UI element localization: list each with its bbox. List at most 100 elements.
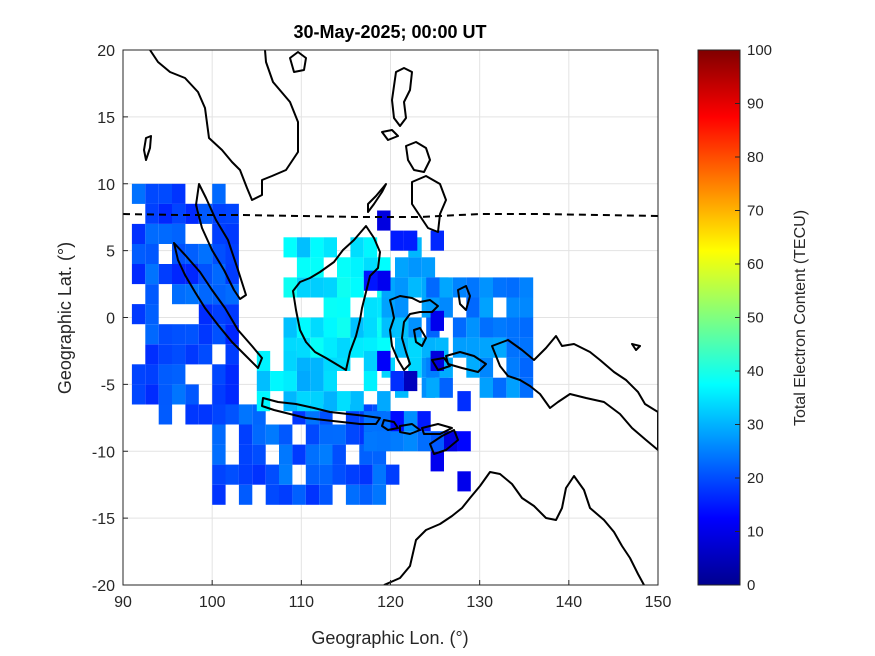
tec-cell	[131, 384, 146, 405]
tec-cell	[185, 203, 199, 224]
tec-cell	[519, 357, 534, 378]
colorbar-tick-label: 60	[747, 256, 764, 273]
tec-cell	[252, 464, 266, 485]
tec-cell	[145, 364, 159, 385]
tec-cell	[363, 270, 378, 291]
tec-cell	[408, 317, 422, 338]
tec-cell	[479, 317, 494, 338]
tec-cell	[172, 183, 186, 204]
tec-cell	[252, 444, 266, 465]
tec-cell	[452, 317, 467, 338]
tec-cell	[185, 344, 199, 365]
tec-cell	[225, 344, 239, 365]
tec-cell	[225, 304, 239, 325]
tec-cell	[212, 364, 226, 385]
tec-cell	[172, 284, 186, 305]
x-tick-label: 110	[289, 594, 315, 611]
tec-cell	[323, 317, 337, 338]
tec-cell	[145, 264, 159, 285]
tec-cell	[212, 264, 226, 285]
tec-cell	[305, 444, 320, 465]
tec-cell	[390, 230, 404, 251]
tec-cell	[359, 484, 373, 505]
x-tick-label: 140	[555, 594, 582, 611]
tec-cell	[395, 297, 409, 318]
tec-cell	[457, 471, 471, 492]
tec-cell	[283, 350, 297, 371]
tec-cell	[439, 277, 453, 298]
tec-cell	[265, 424, 280, 445]
tec-cell	[212, 284, 226, 305]
tec-cell	[185, 324, 199, 345]
tec-cell	[158, 223, 173, 244]
tec-cell	[310, 237, 324, 258]
tec-cell	[185, 384, 199, 405]
tec-cell	[506, 277, 520, 298]
tec-cell	[296, 257, 311, 278]
tec-cell	[493, 377, 507, 398]
tec-cell	[185, 243, 199, 264]
tec-cell	[131, 264, 146, 285]
tec-cell	[265, 484, 280, 505]
tec-cell	[212, 404, 226, 425]
x-axis-ticks: 90 100 110 120 130 140 150	[114, 580, 671, 611]
coastline-mindanao	[411, 175, 447, 233]
y-tick-label: 5	[106, 244, 115, 261]
tec-cell	[323, 371, 337, 392]
tec-cell	[296, 237, 311, 258]
tec-cell	[256, 371, 271, 392]
tec-cell	[283, 317, 297, 338]
colorbar-tick-label: 50	[747, 310, 764, 327]
tec-cell	[466, 337, 480, 358]
coastline-minor-islands-2	[631, 343, 641, 351]
tec-cell	[225, 364, 239, 385]
y-axis-ticks: 20 15 10 5 0 -5 -10 -15 -20	[92, 43, 128, 595]
tec-cell	[479, 337, 494, 358]
tec-cell	[345, 484, 360, 505]
tec-cell	[279, 424, 293, 445]
tec-cell	[337, 391, 351, 412]
tec-cell	[408, 257, 422, 278]
tec-cell	[337, 317, 351, 338]
tec-cell	[519, 297, 534, 318]
tec-cell	[310, 391, 324, 412]
magnetic-equator-line	[123, 213, 658, 218]
tec-cell	[305, 424, 320, 445]
tec-cell	[131, 223, 146, 244]
tec-cell	[417, 431, 431, 452]
tec-cell	[350, 257, 364, 278]
tec-cell	[377, 431, 391, 452]
coastline-flores	[421, 423, 453, 435]
tec-cell	[198, 304, 213, 325]
tec-cell	[452, 277, 467, 298]
coastline-java	[261, 397, 381, 425]
tec-cell	[390, 371, 404, 392]
tec-cell	[198, 344, 213, 365]
tec-cell	[319, 464, 333, 485]
tec-cell	[377, 391, 391, 412]
x-tick-label: 100	[199, 594, 226, 611]
tec-cell	[430, 350, 444, 371]
coastline-buru	[431, 357, 451, 371]
colorbar-tick-label: 10	[747, 524, 764, 541]
tec-cell	[332, 464, 346, 485]
tec-cell	[198, 264, 213, 285]
tec-cell	[332, 444, 346, 465]
tec-cell	[430, 451, 444, 472]
coastline-palawan	[367, 183, 387, 213]
tec-cell	[131, 304, 146, 325]
tec-cell	[185, 264, 199, 285]
tec-cell	[145, 324, 159, 345]
tec-cell	[212, 484, 226, 505]
tec-cell	[323, 337, 337, 358]
coastline-seram	[445, 351, 487, 373]
tec-cell	[198, 203, 213, 224]
tec-cell	[305, 464, 320, 485]
tec-cell	[430, 310, 444, 331]
tec-cell	[296, 371, 311, 392]
tec-cell	[145, 304, 159, 325]
colorbar-tick-label: 70	[747, 203, 764, 220]
tec-cell	[212, 243, 226, 264]
tec-cell	[145, 183, 159, 204]
tec-cell	[345, 464, 360, 485]
